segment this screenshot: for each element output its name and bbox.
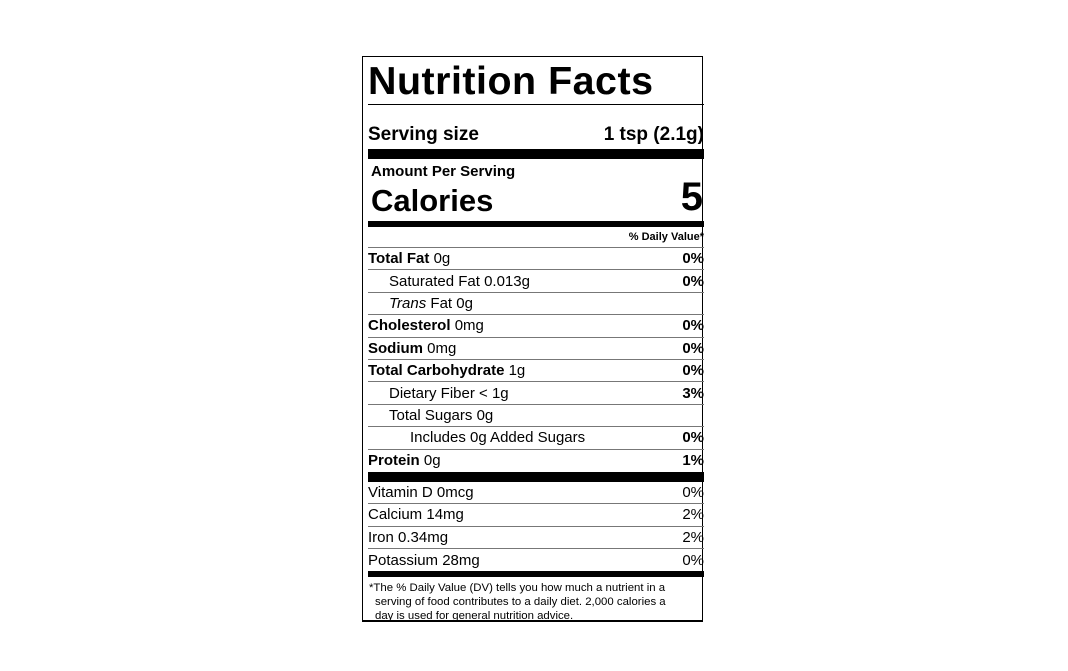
nutrient-amount: < 1g bbox=[479, 384, 509, 402]
footnote-line-3: day is used for general nutrition advice… bbox=[375, 610, 574, 623]
nutrient-row-added-sugars: Includes 0g Added Sugars 0% bbox=[368, 427, 704, 450]
nutrient-name: Cholesterol bbox=[368, 317, 451, 335]
calories-row: Calories 5 bbox=[371, 175, 704, 219]
footnote-line-2: serving of food contributes to a daily d… bbox=[375, 596, 666, 609]
nutrient-name: Protein bbox=[368, 452, 420, 470]
nutrient-amount: 0mg bbox=[454, 317, 484, 335]
amount-per-serving: Amount Per Serving bbox=[371, 163, 516, 180]
serving-size-row: Serving size 1 tsp (2.1g) bbox=[368, 105, 704, 149]
nutrient-name: Total Sugars bbox=[389, 406, 473, 424]
nutrient-amount: 0mg bbox=[427, 339, 457, 357]
nutrient-name: Includes 0g Added Sugars bbox=[410, 429, 586, 447]
nutrient-dv: 0% bbox=[682, 429, 704, 447]
nutrient-name: Dietary Fiber bbox=[389, 384, 475, 402]
nutrient-name: Total Carbohydrate bbox=[368, 362, 505, 380]
nutrient-row-protein: Protein 0g 1% bbox=[368, 450, 704, 472]
vitamin-dv: 0% bbox=[682, 551, 704, 569]
vitamin-dv: 2% bbox=[682, 506, 704, 524]
vitamin-amount: 0.34mg bbox=[398, 528, 449, 546]
nutrient-dv: 0% bbox=[682, 362, 704, 380]
serving-size-label: Serving size bbox=[368, 124, 479, 145]
nutrient-dv: 3% bbox=[682, 384, 704, 402]
vitamin-amount: 14mg bbox=[426, 506, 464, 524]
vitamin-row-calcium: Calcium 14mg 2% bbox=[368, 504, 704, 527]
nutrient-name: Trans bbox=[389, 294, 427, 312]
vitamin-row-vitamin-d: Vitamin D 0mcg 0% bbox=[368, 482, 704, 505]
nutrient-amount: 0g bbox=[456, 294, 473, 312]
nutrient-name: Sodium bbox=[368, 339, 423, 357]
vitamin-amount: 28mg bbox=[442, 551, 480, 569]
footnote-line-1: *The % Daily Value (DV) tells you how mu… bbox=[369, 582, 666, 595]
nutrition-facts-label: Nutrition Facts Serving size 1 tsp (2.1g… bbox=[362, 56, 704, 623]
nutrient-dv: 0% bbox=[682, 250, 704, 268]
nutrient-row-total-carbohydrate: Total Carbohydrate 1g 0% bbox=[368, 360, 704, 383]
nutrient-row-saturated-fat: Saturated Fat 0.013g 0% bbox=[368, 270, 704, 293]
nutrient-amount: 0g bbox=[476, 406, 494, 424]
nutrient-row-total-sugars: Total Sugars 0g bbox=[368, 405, 704, 428]
nutrient-name: Total Fat bbox=[368, 250, 430, 268]
serving-size-value: 1 tsp (2.1g) bbox=[603, 124, 704, 145]
nutrient-name-rest: Fat bbox=[430, 294, 453, 312]
nutrient-row-total-fat: Total Fat 0g 0% bbox=[368, 248, 704, 271]
vitamin-amount: 0mcg bbox=[436, 484, 474, 502]
nutrient-dv: 0% bbox=[682, 339, 704, 357]
nutrient-name: Saturated Fat bbox=[389, 272, 480, 290]
vitamin-row-potassium: Potassium 28mg 0% bbox=[368, 549, 704, 571]
calories-value: 5 bbox=[680, 175, 703, 219]
vitamin-dv: 2% bbox=[682, 528, 704, 546]
label-title: Nutrition Facts bbox=[368, 60, 654, 103]
vitamin-name: Potassium bbox=[368, 551, 439, 569]
footnote: *The % Daily Value (DV) tells you how mu… bbox=[368, 577, 704, 623]
nutrient-amount: 1g bbox=[508, 362, 526, 380]
nutrient-amount: 0g bbox=[423, 452, 441, 470]
calories-label: Calories bbox=[371, 183, 494, 218]
vitamin-name: Iron bbox=[368, 528, 394, 546]
nutrient-amount: 0.013g bbox=[484, 272, 530, 290]
vitamin-row-iron: Iron 0.34mg 2% bbox=[368, 527, 704, 550]
vitamin-dv: 0% bbox=[682, 484, 704, 502]
vitamin-name: Calcium bbox=[368, 506, 423, 524]
vitamin-name: Vitamin D bbox=[368, 484, 433, 502]
nutrient-row-cholesterol: Cholesterol 0mg 0% bbox=[368, 315, 704, 338]
nutrient-dv: 1% bbox=[682, 452, 704, 470]
nutrient-amount: 0g bbox=[433, 250, 451, 268]
nutrient-row-trans-fat: Trans Fat 0g bbox=[368, 293, 704, 316]
nutrient-dv: 0% bbox=[682, 317, 704, 335]
nutrient-dv: 0% bbox=[682, 272, 704, 290]
nutrient-row-dietary-fiber: Dietary Fiber < 1g 3% bbox=[368, 382, 704, 405]
nutrient-row-sodium: Sodium 0mg 0% bbox=[368, 338, 704, 360]
daily-value-header: % Daily Value* bbox=[368, 227, 704, 248]
